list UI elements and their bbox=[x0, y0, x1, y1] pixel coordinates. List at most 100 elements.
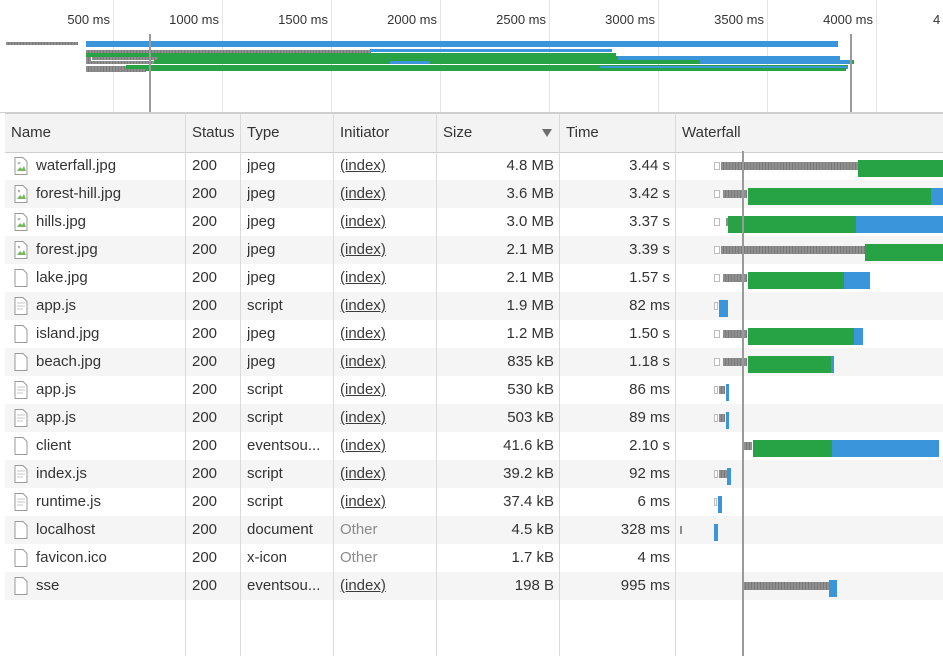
request-initiator[interactable]: (index) bbox=[340, 157, 386, 174]
table-row[interactable]: app.js 200 script (index) 503 kB 89 ms bbox=[5, 404, 943, 432]
table-row[interactable]: lake.jpg 200 jpeg (index) 2.1 MB 1.57 s bbox=[5, 264, 943, 292]
request-waterfall[interactable] bbox=[676, 320, 943, 348]
table-row[interactable]: sse 200 eventsou... (index) 198 B 995 ms bbox=[5, 572, 943, 600]
request-initiator[interactable]: (index) bbox=[340, 185, 386, 202]
request-waterfall[interactable] bbox=[676, 180, 943, 208]
column-header-waterfall[interactable]: Waterfall bbox=[682, 124, 741, 141]
overview-dom-content-loaded-marker bbox=[149, 34, 151, 112]
request-name: waterfall.jpg bbox=[36, 157, 117, 174]
request-waterfall[interactable] bbox=[676, 264, 943, 292]
request-initiator[interactable]: (index) bbox=[340, 325, 386, 342]
timing-segment-queue bbox=[714, 386, 718, 394]
column-divider[interactable] bbox=[559, 113, 560, 656]
overview-bars bbox=[0, 0, 943, 112]
request-initiator[interactable]: (index) bbox=[340, 577, 386, 594]
table-row[interactable]: app.js 200 script (index) 1.9 MB 82 ms bbox=[5, 292, 943, 320]
request-name: forest.jpg bbox=[36, 241, 98, 258]
column-divider[interactable] bbox=[436, 113, 437, 656]
request-initiator[interactable]: (index) bbox=[340, 213, 386, 230]
request-type: document bbox=[247, 521, 313, 538]
request-initiator[interactable]: (index) bbox=[340, 493, 386, 510]
request-waterfall[interactable] bbox=[676, 292, 943, 320]
request-initiator[interactable]: (index) bbox=[340, 269, 386, 286]
timing-segment-queue bbox=[714, 218, 720, 226]
request-size: 2.1 MB bbox=[506, 241, 554, 258]
request-name: client bbox=[36, 437, 72, 454]
timing-segment-dl bbox=[831, 356, 834, 373]
table-row[interactable]: forest.jpg 200 jpeg (index) 2.1 MB 3.39 s bbox=[5, 236, 943, 264]
request-initiator[interactable]: (index) bbox=[340, 241, 386, 258]
column-header-time[interactable]: Time bbox=[566, 124, 599, 141]
request-initiator[interactable]: Other bbox=[340, 521, 378, 538]
request-waterfall[interactable] bbox=[676, 208, 943, 236]
table-row[interactable]: localhost 200 document Other 4.5 kB 328 ms bbox=[5, 516, 943, 544]
overview-bar bbox=[86, 61, 154, 64]
table-row[interactable]: beach.jpg 200 jpeg (index) 835 kB 1.18 s bbox=[5, 348, 943, 376]
request-waterfall[interactable] bbox=[676, 376, 943, 404]
request-waterfall[interactable] bbox=[676, 348, 943, 376]
table-row[interactable]: index.js 200 script (index) 39.2 kB 92 ms bbox=[5, 460, 943, 488]
overview-bar bbox=[86, 69, 146, 72]
request-waterfall[interactable] bbox=[676, 152, 943, 180]
table-row[interactable]: client 200 eventsou... (index) 41.6 kB 2.10 s bbox=[5, 432, 943, 460]
table-row[interactable]: runtime.js 200 script (index) 37.4 kB 6 ms bbox=[5, 488, 943, 516]
table-row[interactable]: island.jpg 200 jpeg (index) 1.2 MB 1.50 s bbox=[5, 320, 943, 348]
request-type: script bbox=[247, 493, 283, 510]
request-waterfall[interactable] bbox=[676, 432, 943, 460]
request-waterfall[interactable] bbox=[676, 516, 943, 544]
overview-timeline[interactable]: 500 ms 1000 ms 1500 ms 2000 ms 2500 ms 3000 m… bbox=[0, 0, 943, 113]
column-divider[interactable] bbox=[333, 113, 334, 656]
request-size: 1.9 MB bbox=[506, 297, 554, 314]
request-initiator[interactable]: (index) bbox=[340, 297, 386, 314]
column-divider[interactable] bbox=[675, 113, 676, 656]
overview-gridline bbox=[876, 0, 877, 112]
request-type: script bbox=[247, 381, 283, 398]
table-row[interactable]: favicon.ico 200 x-icon Other 1.7 kB 4 ms bbox=[5, 544, 943, 572]
request-waterfall[interactable] bbox=[676, 488, 943, 516]
overview-bar bbox=[154, 60, 854, 64]
table-row[interactable]: waterfall.jpg 200 jpeg (index) 4.8 MB 3.44 s bbox=[5, 152, 943, 180]
request-time: 2.10 s bbox=[629, 437, 670, 454]
column-divider[interactable] bbox=[240, 113, 241, 656]
column-header-status[interactable]: Status bbox=[192, 124, 235, 141]
request-type: jpeg bbox=[247, 325, 276, 342]
request-initiator[interactable]: (index) bbox=[340, 353, 386, 370]
request-waterfall[interactable] bbox=[676, 460, 943, 488]
request-time: 82 ms bbox=[629, 297, 670, 314]
column-header-size[interactable]: Size bbox=[443, 124, 473, 141]
request-initiator[interactable]: (index) bbox=[340, 437, 386, 454]
request-name: app.js bbox=[36, 381, 77, 398]
request-initiator[interactable]: (index) bbox=[340, 465, 386, 482]
request-initiator[interactable]: Other bbox=[340, 549, 378, 566]
request-size: 3.0 MB bbox=[506, 213, 554, 230]
request-waterfall[interactable] bbox=[676, 572, 943, 600]
column-header-name[interactable]: Name bbox=[11, 124, 52, 141]
request-waterfall[interactable] bbox=[676, 236, 943, 264]
table-row[interactable]: hills.jpg 200 jpeg (index) 3.0 MB 3.37 s bbox=[5, 208, 943, 236]
timing-segment-stall bbox=[743, 582, 829, 590]
request-initiator[interactable]: (index) bbox=[340, 409, 386, 426]
column-divider[interactable] bbox=[185, 113, 186, 656]
request-size: 3.6 MB bbox=[506, 185, 554, 202]
overview-load-marker bbox=[850, 34, 852, 112]
request-status: 200 bbox=[192, 465, 218, 482]
image-icon bbox=[14, 213, 28, 231]
image-icon bbox=[14, 185, 28, 203]
request-name: runtime.js bbox=[36, 493, 102, 510]
request-status: 200 bbox=[192, 269, 218, 286]
request-size: 198 B bbox=[514, 577, 554, 594]
table-row[interactable]: app.js 200 script (index) 530 kB 86 ms bbox=[5, 376, 943, 404]
overview-bar bbox=[86, 57, 91, 61]
request-initiator[interactable]: (index) bbox=[340, 381, 386, 398]
request-name: hills.jpg bbox=[36, 213, 87, 230]
image-icon bbox=[14, 157, 28, 175]
request-status: 200 bbox=[192, 325, 218, 342]
column-header-initiator[interactable]: Initiator bbox=[340, 124, 390, 141]
column-header-type[interactable]: Type bbox=[247, 124, 280, 141]
request-waterfall[interactable] bbox=[676, 544, 943, 572]
table-row[interactable]: forest-hill.jpg 200 jpeg (index) 3.6 MB 3.42 … bbox=[5, 180, 943, 208]
request-waterfall[interactable] bbox=[676, 404, 943, 432]
timing-segment-queue bbox=[714, 358, 720, 366]
request-size: 530 kB bbox=[507, 381, 554, 398]
timing-segment-dl bbox=[931, 188, 943, 205]
